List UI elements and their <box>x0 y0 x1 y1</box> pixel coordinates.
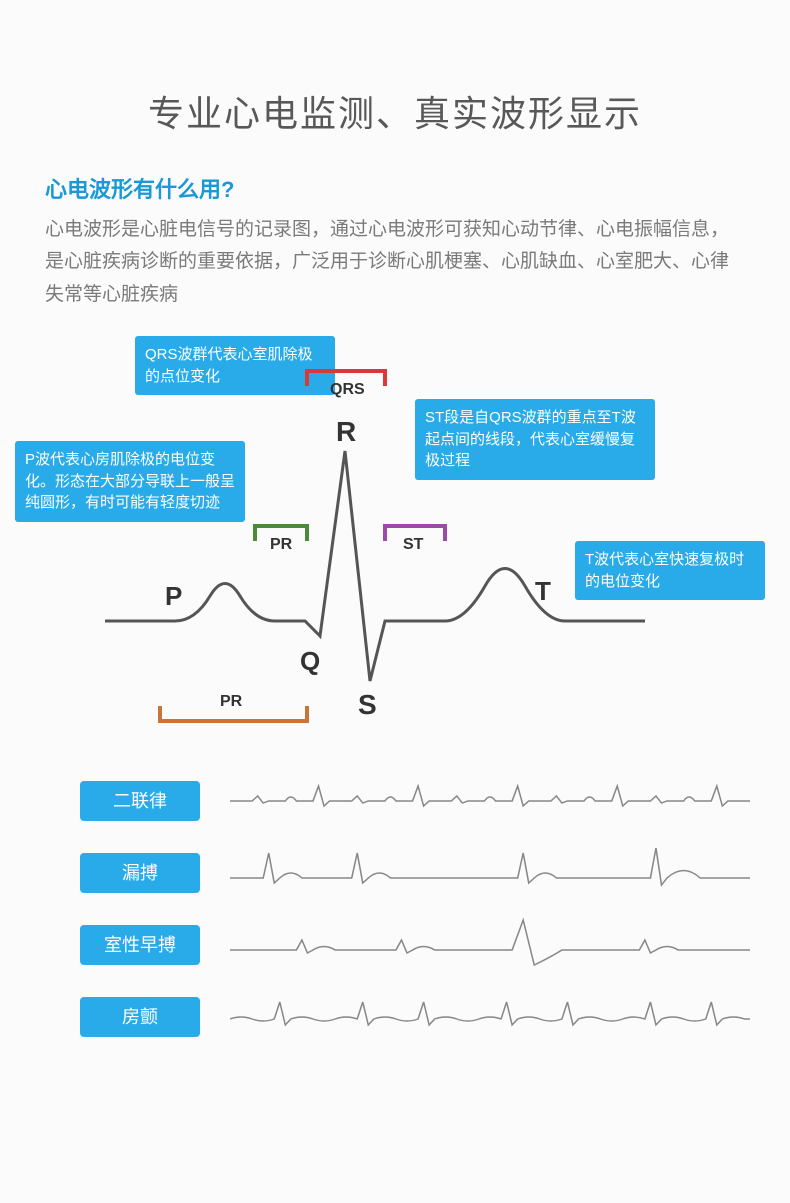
rhythm-label-3: 房颤 <box>80 997 200 1037</box>
rhythm-label-2: 室性早搏 <box>80 925 200 965</box>
interval-st: ST <box>403 536 423 554</box>
rhythm-section: 二联律 漏搏 室性早搏 房颤 <box>0 771 790 1047</box>
ecg-main-path <box>105 451 645 681</box>
rhythm-wave-3 <box>230 987 750 1047</box>
label-q: Q <box>300 646 320 677</box>
ecg-svg <box>45 321 745 751</box>
interval-pr-bottom: PR <box>220 693 242 711</box>
rhythm-label-0: 二联律 <box>80 781 200 821</box>
rhythm-wave-1 <box>230 843 750 903</box>
rhythm-wave-2 <box>230 915 750 975</box>
rhythm-wave-0 <box>230 771 750 831</box>
label-p: P <box>165 581 182 612</box>
rhythm-label-1: 漏搏 <box>80 853 200 893</box>
interval-pr: PR <box>270 536 292 554</box>
label-r: R <box>336 416 356 448</box>
label-s: S <box>358 689 377 721</box>
rhythm-row: 二联律 <box>0 771 790 831</box>
rhythm-row: 室性早搏 <box>0 915 790 975</box>
page-title: 专业心电监测、真实波形显示 <box>0 0 790 137</box>
ecg-diagram: QRS波群代表心室肌除极的点位变化 P波代表心房肌除极的电位变化。形态在大部分导… <box>45 321 745 751</box>
subtitle: 心电波形有什么用? <box>45 172 790 204</box>
rhythm-row: 漏搏 <box>0 843 790 903</box>
label-t: T <box>535 576 551 607</box>
rhythm-row: 房颤 <box>0 987 790 1047</box>
interval-qrs: QRS <box>330 381 365 399</box>
description: 心电波形是心脏电信号的记录图，通过心电波形可获知心动节律、心电振幅信息，是心脏疾… <box>45 214 745 311</box>
